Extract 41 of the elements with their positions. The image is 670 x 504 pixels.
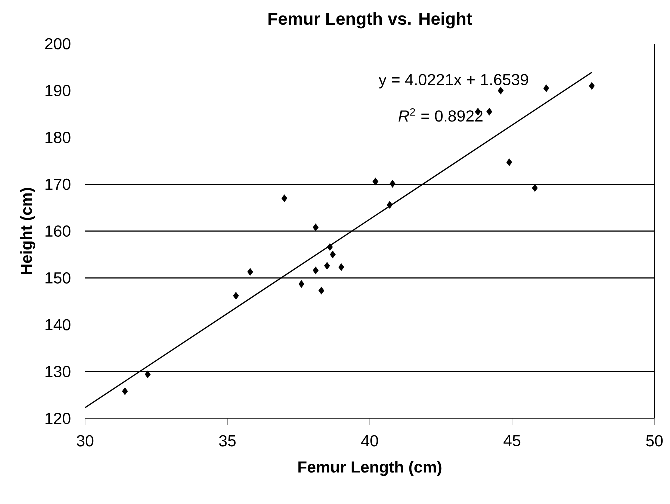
y-tick-label: 200 <box>45 38 71 50</box>
x-tick-label: 50 <box>646 435 663 447</box>
point <box>282 194 288 202</box>
point <box>589 82 595 90</box>
annotation: R$^{2}$ = 0.8922 <box>398 108 483 122</box>
point <box>318 287 324 295</box>
point <box>506 158 512 166</box>
y-tick-label: 150 <box>46 272 71 284</box>
y-tick-label: 190 <box>46 85 71 96</box>
point <box>486 108 492 116</box>
point <box>313 224 319 232</box>
point <box>498 87 504 95</box>
point <box>338 264 344 272</box>
annotation: y = 4.0221x + 1.6539 <box>378 74 528 89</box>
y-tick-label: 170 <box>46 178 71 190</box>
y-tick-label: 140 <box>46 319 71 331</box>
chart-title: Femur Length vs. Height <box>268 12 472 29</box>
point <box>330 251 336 258</box>
point <box>122 388 128 396</box>
point <box>233 292 240 300</box>
x-tick-label: 45 <box>504 435 521 447</box>
y-tick-label: 120 <box>46 413 71 424</box>
point <box>313 266 319 274</box>
point <box>145 370 151 378</box>
x-tick-label: 35 <box>219 435 236 447</box>
x-tick-label: 30 <box>77 435 94 447</box>
y-tick-label: 180 <box>46 132 71 144</box>
x-axis-title: Femur Length (cm) <box>298 461 442 476</box>
x-tick-label: 40 <box>361 435 378 447</box>
point <box>298 280 305 288</box>
y-axis-title: Height (cm) <box>20 188 36 274</box>
point <box>387 201 393 209</box>
y-tick-label: 160 <box>46 226 71 237</box>
y-tick-label: 130 <box>46 366 71 378</box>
point <box>544 84 550 92</box>
point <box>324 262 330 270</box>
point <box>327 244 334 251</box>
point <box>372 178 379 186</box>
point <box>248 268 254 276</box>
point <box>532 184 538 192</box>
point <box>390 180 396 188</box>
